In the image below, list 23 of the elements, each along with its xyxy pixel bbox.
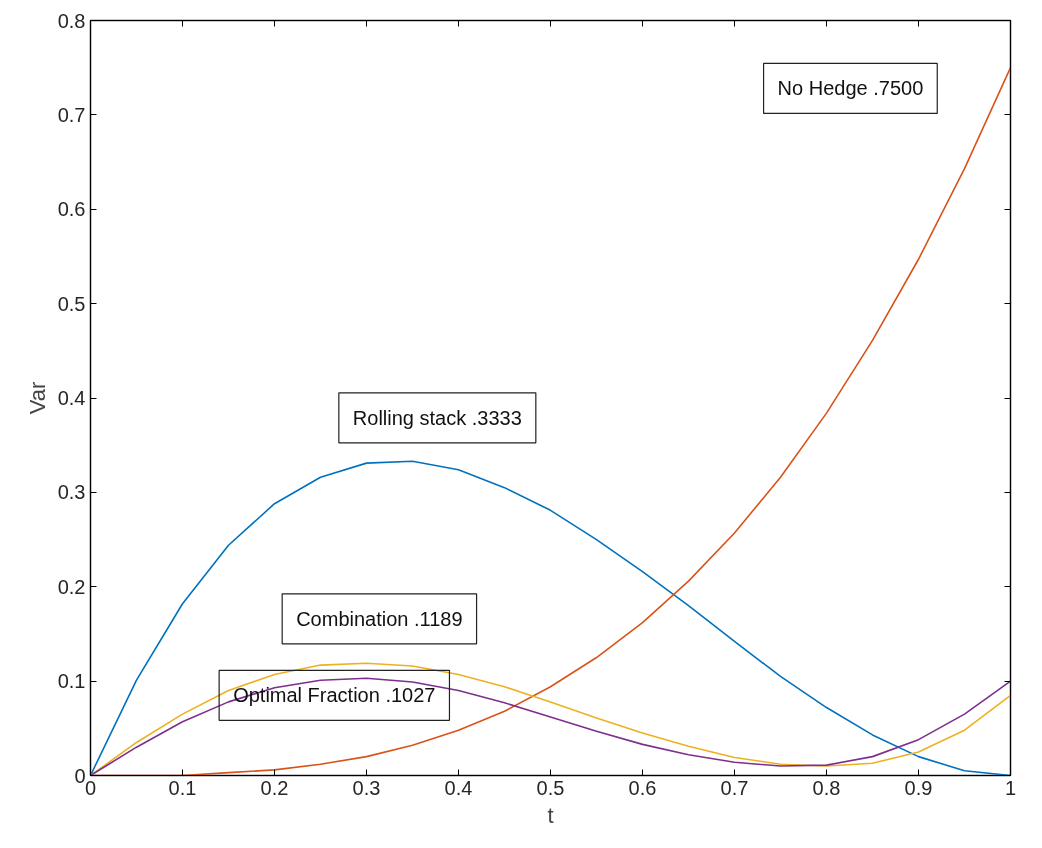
y-tick-label: 0.8 — [57, 9, 86, 32]
y-tick-label: 0.2 — [57, 575, 86, 598]
y-tick-label: 0.3 — [57, 481, 86, 504]
y-tick-label: 0.1 — [57, 670, 86, 693]
x-tick-label: 1 — [1004, 776, 1017, 799]
x-tick-label: 0.5 — [536, 776, 565, 799]
y-tick-label: 0.5 — [57, 292, 86, 315]
annotation: Combination .1189 — [296, 607, 463, 630]
x-tick-label: 0.8 — [812, 776, 841, 799]
x-tick-label: 0.6 — [628, 776, 657, 799]
x-tick-label: 0.4 — [444, 776, 473, 799]
x-tick-label: 0.1 — [168, 776, 197, 799]
y-tick-label: 0.4 — [57, 387, 86, 409]
annotation: Rolling stack .3333 — [352, 406, 522, 429]
x-tick-label: 0.7 — [720, 776, 749, 799]
x-tick-label: 0.2 — [260, 776, 289, 799]
annotation: No Hedge .7500 — [777, 77, 924, 100]
y-tick-label: 0.7 — [57, 103, 86, 126]
y-axis-title: Var — [24, 381, 50, 415]
x-axis-title: t — [547, 802, 554, 828]
x-tick-label: 0.3 — [352, 776, 381, 799]
x-tick-label: 0.9 — [904, 776, 933, 799]
y-tick-label: 0.6 — [57, 198, 86, 221]
